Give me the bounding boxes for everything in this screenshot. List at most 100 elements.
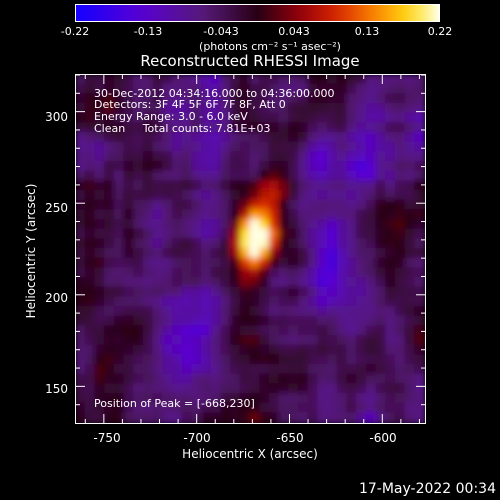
heatmap-cell xyxy=(84,383,97,395)
heatmap-cell xyxy=(307,132,320,144)
heatmap-cell xyxy=(94,209,107,221)
heatmap-cell xyxy=(404,141,417,154)
heatmap-cell xyxy=(230,344,242,357)
heatmap-cell xyxy=(162,267,174,279)
heatmap-cell xyxy=(375,75,388,86)
heatmap-cell xyxy=(210,315,223,328)
heatmap-cell xyxy=(385,315,397,328)
heatmap-cell xyxy=(94,75,107,86)
heatmap-cell xyxy=(123,325,136,337)
heatmap-cell xyxy=(394,132,407,144)
heatmap-cell xyxy=(230,151,242,163)
heatmap-cell xyxy=(230,132,242,144)
heatmap-cell xyxy=(104,277,116,289)
heatmap-cell xyxy=(268,141,281,154)
heatmap-cell xyxy=(142,267,155,279)
heatmap-cell xyxy=(191,315,204,328)
heatmap-cell xyxy=(404,286,417,299)
heatmap-cell xyxy=(404,209,417,221)
heatmap-cell xyxy=(317,306,330,318)
heatmap-cell xyxy=(288,315,300,328)
heatmap-cell xyxy=(239,219,252,231)
heatmap-cell xyxy=(259,75,271,86)
heatmap-cell xyxy=(404,112,417,125)
heatmap-cell xyxy=(76,93,87,105)
heatmap-cell xyxy=(249,209,262,221)
heatmap-cell xyxy=(142,257,155,270)
heatmap-cell xyxy=(365,83,378,96)
heatmap-cell xyxy=(133,364,145,376)
heatmap-cell xyxy=(336,75,349,86)
heatmap-cell xyxy=(327,122,339,134)
heatmap-cell xyxy=(181,383,194,395)
heatmap-cell xyxy=(210,296,223,308)
heatmap-cell xyxy=(191,373,204,386)
heatmap-cell xyxy=(414,219,425,231)
heatmap-cell xyxy=(375,373,388,386)
heatmap-cell xyxy=(152,383,165,395)
heatmap-cell xyxy=(123,267,136,279)
heatmap-cell xyxy=(365,296,378,308)
heatmap-cell xyxy=(327,325,339,337)
heatmap-cell xyxy=(327,141,339,154)
heatmap-cell xyxy=(76,364,87,376)
heatmap-cell xyxy=(94,248,107,260)
heatmap-cell xyxy=(171,132,184,144)
heatmap-cell xyxy=(201,393,213,405)
heatmap-cell xyxy=(327,315,339,328)
heatmap-cell xyxy=(94,170,107,183)
heatmap-cell xyxy=(201,122,213,134)
heatmap-cell xyxy=(268,383,281,395)
heatmap-cell xyxy=(201,219,213,231)
heatmap-cell xyxy=(201,412,213,423)
heatmap-cell xyxy=(123,248,136,260)
heatmap-cell xyxy=(152,122,165,134)
heatmap-cell xyxy=(239,103,252,115)
heatmap-cell xyxy=(268,228,281,241)
heatmap-cell xyxy=(201,161,213,173)
heatmap-cell xyxy=(162,93,174,105)
heatmap-cell xyxy=(162,238,174,250)
heatmap-cell xyxy=(113,209,126,221)
heatmap-cell xyxy=(230,296,242,308)
heatmap-cell xyxy=(152,132,165,144)
heatmap-cell xyxy=(268,103,281,115)
heatmap-cell xyxy=(394,75,407,86)
heatmap-cell xyxy=(201,141,213,154)
heatmap-cell xyxy=(104,93,116,105)
heatmap-cell xyxy=(152,199,165,212)
heatmap-cell xyxy=(104,267,116,279)
heatmap-cell xyxy=(288,112,300,125)
heatmap-cell xyxy=(336,315,349,328)
heatmap-cell xyxy=(104,161,116,173)
heatmap-cell xyxy=(327,112,339,125)
heatmap-cell xyxy=(317,132,330,144)
heatmap-cell xyxy=(356,180,368,192)
heatmap-cell xyxy=(356,161,368,173)
heatmap-cell xyxy=(336,93,349,105)
heatmap-cell xyxy=(201,315,213,328)
heatmap-cell xyxy=(84,83,97,96)
heatmap-cell xyxy=(365,267,378,279)
heatmap-cell xyxy=(123,122,136,134)
heatmap-cell xyxy=(220,402,233,415)
heatmap-cell xyxy=(162,393,174,405)
heatmap-cell xyxy=(327,190,339,202)
heatmap-cell xyxy=(239,228,252,241)
heatmap-cell xyxy=(94,83,107,96)
heatmap-cell xyxy=(317,103,330,115)
heatmap-cell xyxy=(210,161,223,173)
heatmap-cell xyxy=(230,354,242,366)
heatmap-cell xyxy=(375,122,388,134)
heatmap-cell xyxy=(385,306,397,318)
heatmap-cell xyxy=(375,180,388,192)
heatmap-cell xyxy=(317,286,330,299)
heatmap-cell xyxy=(414,257,425,270)
heatmap-cell xyxy=(278,132,291,144)
heatmap-cell xyxy=(239,170,252,183)
heatmap-cell xyxy=(307,209,320,221)
heatmap-cell xyxy=(133,306,145,318)
heatmap-cell xyxy=(191,393,204,405)
heatmap-cell xyxy=(171,199,184,212)
heatmap-cell xyxy=(365,315,378,328)
